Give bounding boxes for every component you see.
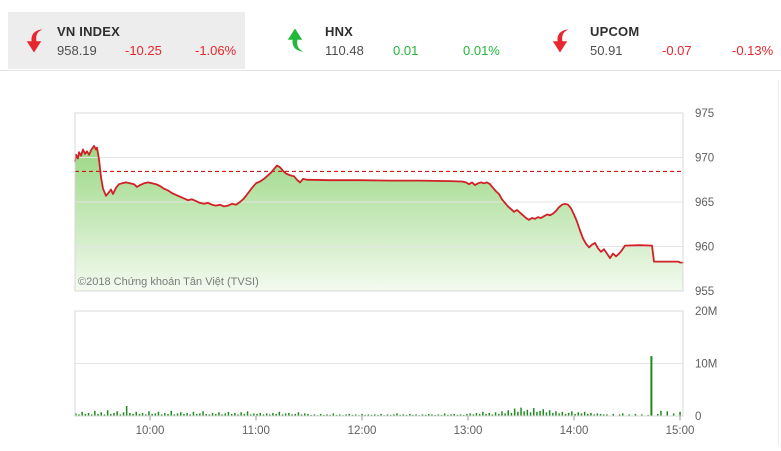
svg-text:975: 975 — [695, 108, 714, 120]
svg-text:10M: 10M — [695, 359, 717, 371]
copyright-watermark: ©2018 Chứng khoán Tân Việt (TVSI) — [78, 276, 259, 288]
svg-text:10:00: 10:00 — [136, 425, 165, 437]
ticker-hnx[interactable]: HNX 110.48 0.01 0.01% — [270, 12, 500, 69]
svg-text:14:00: 14:00 — [560, 425, 589, 437]
header-divider — [0, 70, 781, 71]
svg-text:20M: 20M — [695, 306, 717, 318]
volume-bars — [75, 356, 681, 417]
index-value: 110.48 — [325, 42, 364, 58]
index-name: VN INDEX — [57, 23, 121, 39]
ticker-vn-index[interactable]: VN INDEX 958.19 -10.25 -1.06% — [8, 12, 245, 69]
down-arrow-icon — [535, 25, 585, 56]
svg-text:955: 955 — [695, 286, 714, 298]
svg-text:0: 0 — [695, 411, 701, 423]
index-change-pct: -1.06% — [195, 42, 237, 58]
price-area — [75, 145, 683, 291]
svg-text:965: 965 — [695, 197, 714, 209]
index-value: 958.19 — [57, 42, 97, 58]
index-name: HNX — [325, 23, 354, 39]
axis-labels: 975 970 965 960 955 20M 10M 0 10:00 11:00 12:00 13:… — [136, 108, 718, 437]
svg-text:960: 960 — [695, 242, 714, 254]
svg-text:970: 970 — [695, 153, 714, 165]
ticker-upcom[interactable]: UPCOM 50.91 -0.07 -0.13% — [535, 12, 773, 69]
svg-text:12:00: 12:00 — [348, 425, 377, 437]
index-name: UPCOM — [590, 23, 640, 39]
svg-text:15:00: 15:00 — [666, 425, 695, 437]
svg-text:13:00: 13:00 — [454, 425, 483, 437]
index-value: 50.91 — [590, 42, 623, 58]
index-change: 0.01 — [393, 42, 419, 58]
down-arrow-icon — [16, 25, 52, 56]
index-change: -0.07 — [662, 42, 692, 58]
price-line — [74, 145, 684, 264]
panel-borders — [74, 112, 684, 421]
up-arrow-icon — [270, 25, 320, 56]
svg-text:11:00: 11:00 — [242, 425, 270, 437]
index-change: -10.25 — [125, 42, 162, 58]
index-change-pct: -0.13% — [732, 42, 774, 58]
gridlines — [75, 157, 683, 364]
index-change-pct: 0.01% — [463, 42, 500, 58]
